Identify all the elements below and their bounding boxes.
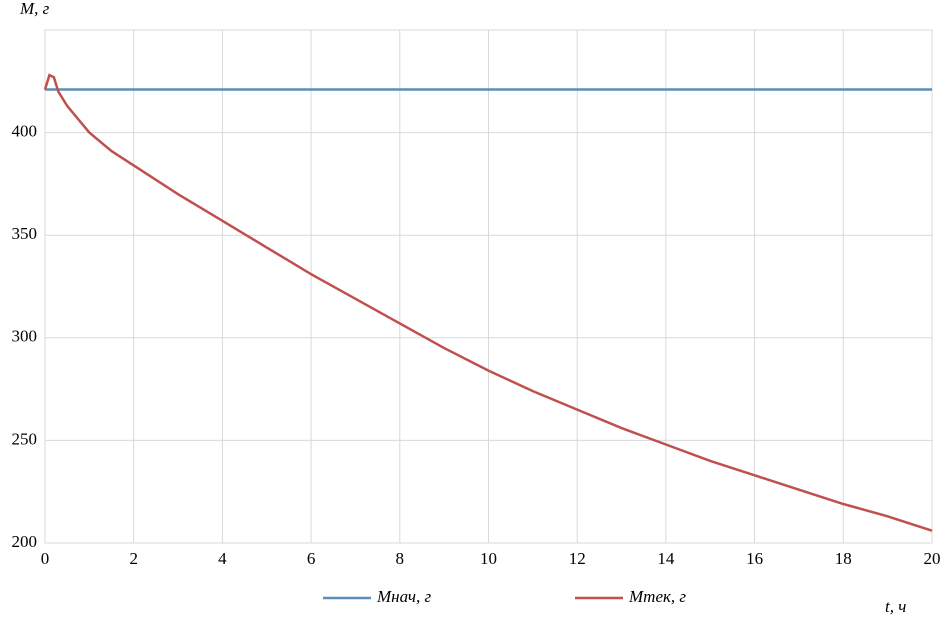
x-tick-label: 8: [396, 549, 405, 568]
y-tick-label: 300: [12, 327, 38, 346]
x-axis-label: t, ч: [885, 597, 906, 616]
x-tick-label: 2: [129, 549, 138, 568]
y-axis-label: M, г: [19, 0, 50, 18]
y-tick-label: 250: [12, 429, 38, 448]
x-tick-label: 12: [569, 549, 586, 568]
y-tick-label: 400: [12, 122, 38, 141]
x-tick-label: 10: [480, 549, 497, 568]
x-tick-label: 18: [835, 549, 852, 568]
legend-label: Mнач, г: [376, 587, 431, 606]
series-line: [43, 73, 933, 532]
x-tick-label: 6: [307, 549, 316, 568]
x-tick-label: 20: [924, 549, 941, 568]
x-tick-label: 0: [41, 549, 50, 568]
x-tick-label: 14: [657, 549, 675, 568]
x-tick-label: 4: [218, 549, 227, 568]
y-tick-label: 350: [12, 224, 38, 243]
x-tick-label: 16: [746, 549, 763, 568]
y-tick-label: 200: [12, 532, 38, 551]
legend-label: Mтек, г: [628, 587, 686, 606]
